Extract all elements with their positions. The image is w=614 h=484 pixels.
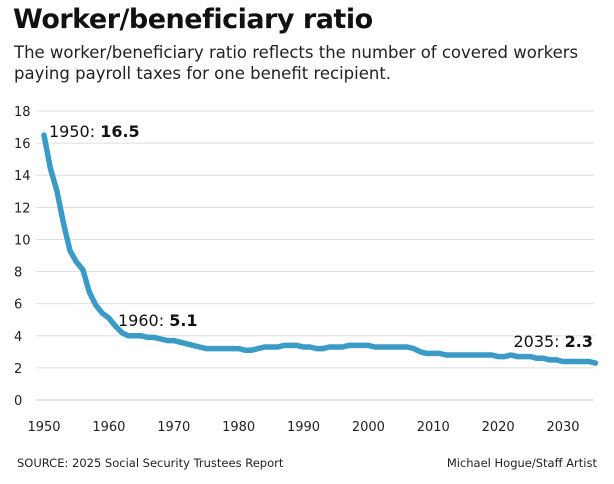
y-tick-label: 14 (14, 169, 31, 184)
annotation-label: 1950: 16.5 (49, 122, 140, 141)
y-tick-label: 0 (14, 394, 22, 409)
y-axis-ticks: 0 2 4 6 8 10 12 14 16 18 (14, 105, 31, 409)
y-tick-label: 6 (14, 298, 22, 313)
annotation-year: 1950: (49, 122, 100, 141)
y-tick-label: 12 (14, 201, 31, 216)
y-tick-label: 10 (14, 233, 31, 248)
x-tick-label: 2020 (482, 420, 515, 435)
credit-note: Michael Hogue/Staff Artist (446, 456, 597, 470)
x-axis-ticks: 1950 1960 1970 1980 1990 2000 2010 2020 2030 (27, 420, 579, 435)
x-tick-label: 1960 (92, 420, 125, 435)
annotation-label: 1960: 5.1 (118, 311, 198, 330)
annotation-value: 2.3 (565, 332, 593, 351)
annotation-label: 2035: 2.3 (513, 332, 593, 351)
y-tick-label: 8 (14, 266, 22, 281)
series-layer (41, 132, 599, 366)
y-tick-label: 16 (14, 137, 31, 152)
x-tick-label: 1970 (157, 420, 190, 435)
y-tick-label: 2 (14, 362, 22, 377)
x-tick-label: 2000 (352, 420, 385, 435)
chart-title: Worker/beneficiary ratio (13, 4, 373, 35)
annotation-year: 2035: (513, 332, 564, 351)
annotation-value: 16.5 (100, 122, 139, 141)
x-tick-label: 2010 (417, 420, 450, 435)
x-tick-label: 1980 (222, 420, 255, 435)
y-tick-label: 4 (14, 330, 22, 345)
x-tick-label: 1950 (27, 420, 60, 435)
annotation-year: 1960: (118, 311, 169, 330)
source-note: SOURCE: 2025 Social Security Trustees Re… (17, 456, 284, 470)
annotation-value: 5.1 (169, 311, 197, 330)
x-tick-label: 1990 (287, 420, 320, 435)
y-tick-label: 18 (14, 105, 31, 120)
chart-subtitle: The worker/beneficiary ratio reflects th… (14, 43, 579, 83)
annotations: 1950: 16.5 1960: 5.1 2035: 2.3 (49, 122, 593, 351)
x-tick-label: 2030 (546, 420, 579, 435)
series-line (41, 132, 599, 366)
